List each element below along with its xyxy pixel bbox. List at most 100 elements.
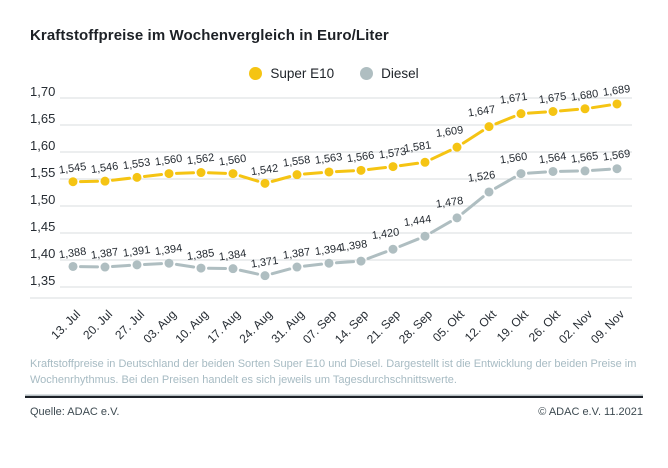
x-tick-label: 20. Jul: [80, 307, 115, 342]
data-point: [516, 169, 526, 179]
diesel-dot-icon: [360, 67, 374, 80]
value-label: 1,420: [371, 226, 400, 242]
value-label: 1,560: [218, 153, 247, 169]
value-label: 1,689: [602, 83, 631, 99]
legend: Super E10 Diesel: [0, 66, 668, 81]
x-tick-label: 24. Aug: [236, 307, 275, 346]
series-diesel: 1,388 1,387 1,391 1,394 1,385 1,384 1,3711,387…: [58, 148, 631, 281]
value-label: 1,560: [499, 151, 528, 167]
data-point: [100, 262, 110, 272]
x-tick-label: 12. Okt: [462, 307, 500, 345]
x-tick-label: 14. Sep: [332, 307, 371, 346]
data-point: [196, 263, 206, 273]
y-tick-label: 1,50: [30, 192, 55, 207]
value-label: 1,526: [467, 169, 496, 185]
data-point: [68, 177, 78, 187]
x-tick-label: 28. Sep: [396, 307, 435, 346]
y-tick-label: 1,60: [30, 138, 55, 153]
x-tick-label: 17. Aug: [204, 307, 243, 346]
data-point: [228, 264, 238, 274]
value-label: 1,562: [186, 152, 215, 168]
value-label: 1,545: [58, 161, 87, 177]
data-point: [100, 176, 110, 186]
y-tick-label: 1,35: [30, 273, 55, 288]
data-point: [388, 244, 398, 254]
data-point: [164, 169, 174, 179]
legend-item-diesel: Diesel: [360, 66, 419, 81]
value-label: 1,542: [250, 162, 279, 178]
source-text: Quelle: ADAC e.V.: [30, 406, 120, 418]
data-point: [484, 122, 494, 132]
value-label: 1,553: [122, 157, 151, 173]
x-tick-label: 19. Okt: [494, 307, 532, 345]
value-label: 1,391: [122, 244, 151, 260]
value-label: 1,546: [90, 160, 119, 176]
y-tick-label: 1,55: [30, 165, 55, 180]
value-label: 1,573: [378, 146, 407, 162]
value-label: 1,566: [346, 150, 375, 166]
data-point: [228, 169, 238, 179]
value-label: 1,387: [90, 246, 119, 262]
value-label: 1,478: [435, 195, 464, 211]
footer-divider: [25, 396, 643, 398]
value-label: 1,671: [499, 91, 528, 107]
value-label: 1,609: [435, 124, 464, 140]
value-label: 1,398: [339, 238, 368, 254]
data-point: [324, 167, 334, 177]
data-point: [324, 258, 334, 268]
data-point: [132, 260, 142, 270]
y-tick-label: 1,45: [30, 219, 55, 234]
value-label: 1,394: [314, 242, 343, 258]
value-label: 1,569: [602, 148, 631, 164]
data-point: [612, 164, 622, 174]
data-point: [164, 258, 174, 268]
value-label: 1,581: [403, 139, 432, 155]
value-label: 1,387: [282, 246, 311, 262]
footer: Quelle: ADAC e.V. © ADAC e.V. 11.2021: [30, 406, 643, 418]
data-point: [420, 231, 430, 241]
page-title: Kraftstoffpreise im Wochenvergleich in E…: [30, 27, 389, 44]
data-point: [484, 187, 494, 197]
value-label: 1,444: [403, 213, 432, 229]
x-tick-label: 07. Sep: [300, 307, 339, 346]
data-point: [548, 166, 558, 176]
copyright-text: © ADAC e.V. 11.2021: [538, 406, 643, 418]
y-tick-label: 1,40: [30, 246, 55, 261]
data-point: [612, 99, 622, 109]
data-point: [580, 166, 590, 176]
value-label: 1,384: [218, 248, 247, 264]
data-point: [548, 107, 558, 116]
data-point: [196, 168, 206, 178]
legend-item-super-e10: Super E10: [249, 66, 334, 81]
data-point: [452, 213, 462, 223]
value-label: 1,388: [58, 246, 87, 262]
legend-label: Super E10: [270, 66, 335, 81]
data-point: [132, 172, 142, 182]
super-e10-dot-icon: [249, 67, 263, 80]
x-tick-label: 05. Okt: [430, 307, 468, 345]
data-point: [292, 170, 302, 180]
value-label: 1,565: [570, 150, 599, 166]
value-label: 1,560: [154, 153, 183, 169]
value-label: 1,371: [250, 255, 279, 271]
value-label: 1,647: [467, 104, 496, 120]
value-label: 1,680: [570, 88, 599, 104]
x-tick-label: 09. Nov: [588, 307, 627, 346]
data-point: [388, 162, 398, 172]
value-label: 1,564: [538, 151, 567, 167]
data-point: [420, 157, 430, 167]
value-label: 1,563: [314, 151, 343, 167]
chart-footnote: Kraftstoffpreise in Deutschland der beid…: [30, 358, 637, 386]
x-tick-label: 10. Aug: [172, 307, 211, 346]
value-label: 1,385: [186, 247, 215, 263]
legend-label: Diesel: [381, 66, 419, 81]
data-point: [260, 271, 270, 281]
x-tick-label: 13. Jul: [48, 307, 83, 342]
x-tick-label: 21. Sep: [364, 307, 403, 346]
x-tick-label: 02. Nov: [556, 307, 595, 346]
data-point: [516, 109, 526, 119]
data-point: [292, 262, 302, 272]
data-point: [68, 261, 78, 271]
